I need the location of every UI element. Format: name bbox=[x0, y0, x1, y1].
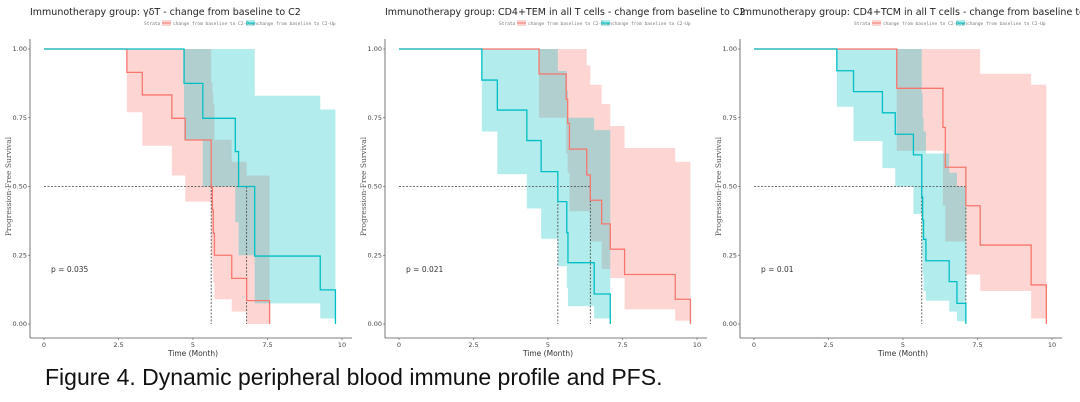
y-tick-label: 1.00 bbox=[13, 45, 27, 53]
survival-curve-down bbox=[399, 48, 692, 324]
y-tick-label: 0.00 bbox=[723, 320, 737, 328]
x-tick-label: 7.5 bbox=[617, 341, 627, 349]
y-axis-label: Progression-Free Survival bbox=[714, 136, 723, 236]
confidence-band-down bbox=[399, 49, 691, 321]
x-tick-label: 0 bbox=[752, 341, 756, 349]
chart-title: Immunotherapy group: CD4+TCM in all T ce… bbox=[740, 7, 1080, 18]
confidence-band-up bbox=[44, 49, 336, 319]
x-tick-label: 7.5 bbox=[262, 341, 272, 349]
confidence-band-down bbox=[754, 49, 1047, 319]
figure-caption: Figure 4. Dynamic peripheral blood immun… bbox=[45, 364, 663, 390]
x-axis-label: Time (Month) bbox=[877, 349, 928, 358]
legend-entry: change from baseline to C2-Down bbox=[173, 21, 257, 27]
y-tick-label: 0.00 bbox=[368, 320, 382, 328]
x-tick-label: 5 bbox=[191, 341, 195, 349]
x-tick-label: 10 bbox=[1048, 341, 1056, 349]
y-tick-label: 1.00 bbox=[723, 45, 737, 53]
x-tick-label: 0 bbox=[42, 341, 46, 349]
x-tick-label: 10 bbox=[338, 341, 346, 349]
y-tick-label: 0.50 bbox=[723, 183, 737, 191]
legend-title: Strata bbox=[854, 21, 871, 27]
x-axis-label: Time (Month) bbox=[167, 349, 218, 358]
p-value-annotation: p = 0.035 bbox=[51, 265, 89, 274]
y-tick-label: 1.00 bbox=[368, 45, 382, 53]
x-tick-label: 7.5 bbox=[972, 341, 982, 349]
legend-entry: change from baseline to C2-Up bbox=[612, 21, 691, 27]
legend-entry: change from baseline to C2-Down bbox=[528, 21, 612, 27]
y-tick-label: 0.75 bbox=[368, 114, 382, 122]
y-tick-label: 0.25 bbox=[368, 251, 382, 259]
x-tick-label: 5 bbox=[901, 341, 905, 349]
legend-entry: change from baseline to C2-Up bbox=[967, 21, 1046, 27]
y-tick-label: 0.00 bbox=[13, 320, 27, 328]
survival-curve-up bbox=[754, 48, 967, 324]
y-axis-label: Progression-Free Survival bbox=[4, 136, 13, 236]
y-tick-label: 0.75 bbox=[13, 114, 27, 122]
km-panel-2: Immunotherapy group: CD4+TEM in all T ce… bbox=[359, 7, 745, 358]
chart-title: Immunotherapy group: γδT - change from b… bbox=[30, 7, 301, 18]
x-tick-label: 2.5 bbox=[468, 341, 478, 349]
legend-title: Strata bbox=[144, 21, 161, 27]
y-tick-label: 0.50 bbox=[368, 183, 382, 191]
km-panel-1: Immunotherapy group: γδT - change from b… bbox=[4, 7, 352, 358]
x-tick-label: 5 bbox=[546, 341, 550, 349]
km-panel-3: Immunotherapy group: CD4+TCM in all T ce… bbox=[714, 7, 1080, 358]
y-tick-label: 0.50 bbox=[13, 183, 27, 191]
x-tick-label: 2.5 bbox=[823, 341, 833, 349]
survival-curve-down bbox=[44, 48, 271, 324]
x-axis-label: Time (Month) bbox=[522, 349, 573, 358]
y-tick-label: 0.25 bbox=[13, 251, 27, 259]
y-tick-label: 0.25 bbox=[723, 251, 737, 259]
y-tick-label: 0.75 bbox=[723, 114, 737, 122]
p-value-annotation: p = 0.021 bbox=[406, 265, 444, 274]
survival-curve-down bbox=[754, 48, 1047, 324]
legend-title: Strata bbox=[499, 21, 516, 27]
confidence-band-up bbox=[754, 49, 966, 322]
chart-title: Immunotherapy group: CD4+TEM in all T ce… bbox=[385, 7, 745, 18]
survival-curve-up bbox=[44, 48, 337, 324]
y-axis-label: Progression-Free Survival bbox=[359, 136, 368, 236]
x-tick-label: 2.5 bbox=[113, 341, 123, 349]
legend-entry: change from baseline to C2-Up bbox=[257, 21, 336, 27]
x-tick-label: 10 bbox=[693, 341, 701, 349]
x-tick-label: 0 bbox=[397, 341, 401, 349]
legend-entry: change from baseline to C2-Down bbox=[883, 21, 967, 27]
survival-curve-up bbox=[399, 48, 611, 324]
p-value-annotation: p = 0.01 bbox=[761, 265, 794, 274]
confidence-band-up bbox=[399, 49, 611, 319]
